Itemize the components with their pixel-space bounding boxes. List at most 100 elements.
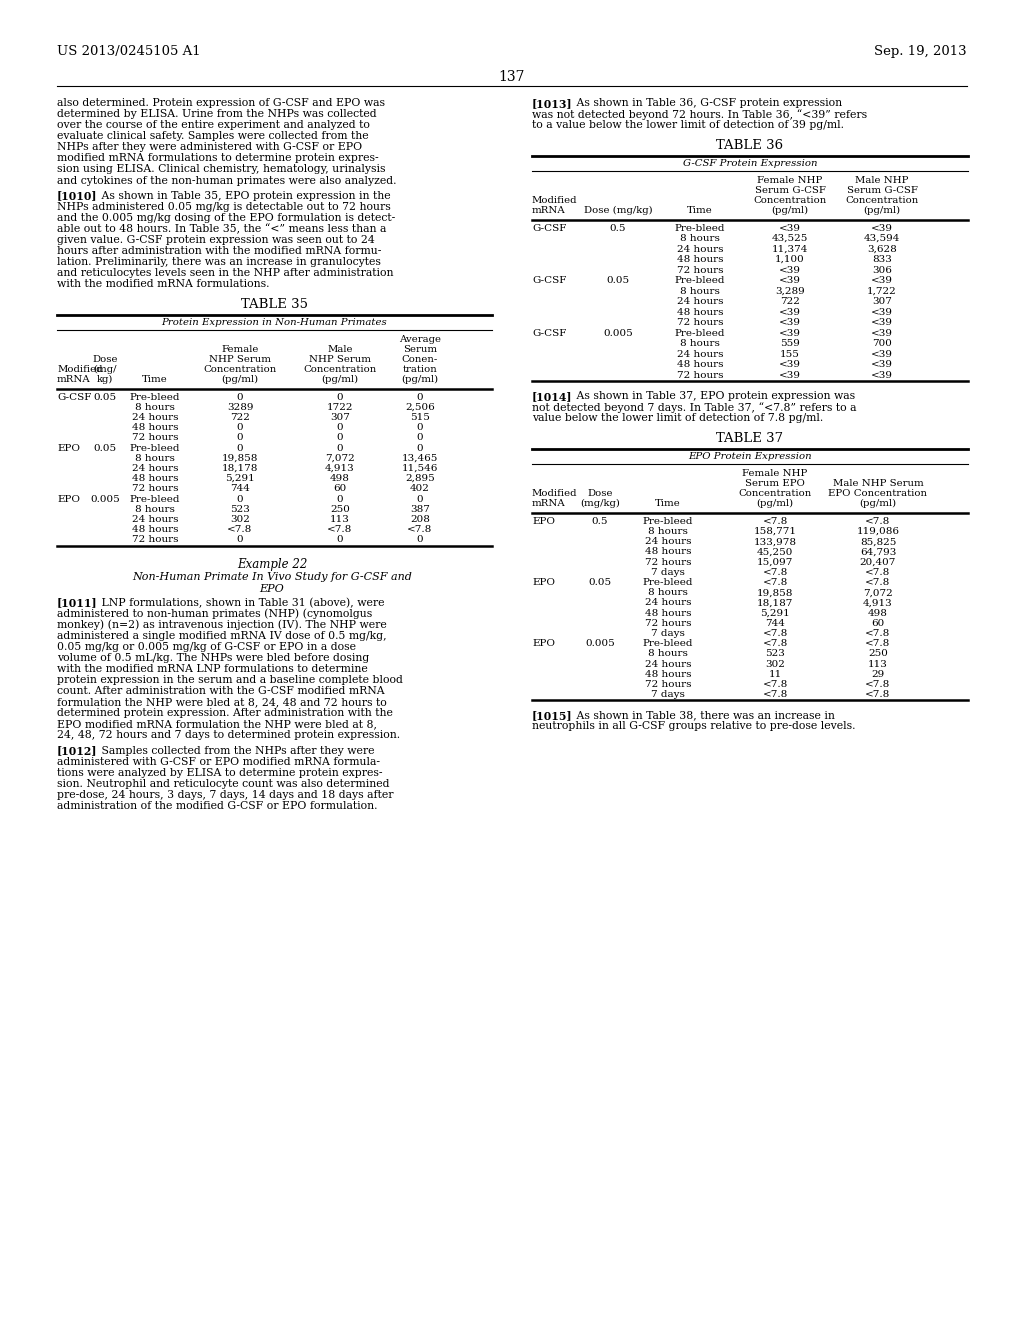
Text: and reticulocytes levels seen in the NHP after administration: and reticulocytes levels seen in the NHP… bbox=[57, 268, 393, 279]
Text: determined by ELISA. Urine from the NHPs was collected: determined by ELISA. Urine from the NHPs… bbox=[57, 110, 377, 119]
Text: (mg/kg): (mg/kg) bbox=[580, 499, 620, 508]
Text: 0: 0 bbox=[337, 536, 343, 544]
Text: <39: <39 bbox=[871, 350, 893, 359]
Text: sion. Neutrophil and reticulocyte count was also determined: sion. Neutrophil and reticulocyte count … bbox=[57, 779, 389, 789]
Text: 24 hours: 24 hours bbox=[645, 598, 691, 607]
Text: 8 hours: 8 hours bbox=[135, 403, 175, 412]
Text: (pg/ml): (pg/ml) bbox=[863, 206, 900, 215]
Text: over the course of the entire experiment and analyzed to: over the course of the entire experiment… bbox=[57, 120, 370, 131]
Text: 72 hours: 72 hours bbox=[132, 536, 178, 544]
Text: administered a single modified mRNA IV dose of 0.5 mg/kg,: administered a single modified mRNA IV d… bbox=[57, 631, 387, 640]
Text: 85,825: 85,825 bbox=[860, 537, 896, 546]
Text: <7.8: <7.8 bbox=[865, 578, 891, 587]
Text: 7 days: 7 days bbox=[651, 568, 685, 577]
Text: 307: 307 bbox=[330, 413, 350, 422]
Text: 8 hours: 8 hours bbox=[648, 649, 688, 659]
Text: 19,858: 19,858 bbox=[757, 589, 794, 597]
Text: EPO Protein Expression: EPO Protein Expression bbox=[688, 453, 812, 462]
Text: 72 hours: 72 hours bbox=[132, 484, 178, 494]
Text: EPO: EPO bbox=[57, 444, 80, 453]
Text: <39: <39 bbox=[779, 371, 801, 380]
Text: 0.05: 0.05 bbox=[606, 276, 630, 285]
Text: Pre-bleed: Pre-bleed bbox=[675, 276, 725, 285]
Text: determined protein expression. After administration with the: determined protein expression. After adm… bbox=[57, 709, 393, 718]
Text: <7.8: <7.8 bbox=[328, 525, 352, 535]
Text: 11: 11 bbox=[768, 669, 781, 678]
Text: and cytokines of the non-human primates were also analyzed.: and cytokines of the non-human primates … bbox=[57, 176, 396, 186]
Text: <39: <39 bbox=[871, 308, 893, 317]
Text: 0.5: 0.5 bbox=[609, 223, 627, 232]
Text: <39: <39 bbox=[779, 265, 801, 275]
Text: mRNA: mRNA bbox=[532, 206, 565, 215]
Text: [1013]: [1013] bbox=[532, 98, 572, 110]
Text: 0.005: 0.005 bbox=[585, 639, 614, 648]
Text: 250: 250 bbox=[330, 504, 350, 513]
Text: tration: tration bbox=[402, 364, 437, 374]
Text: EPO: EPO bbox=[260, 583, 285, 594]
Text: Pre-bleed: Pre-bleed bbox=[643, 517, 693, 525]
Text: 20,407: 20,407 bbox=[860, 557, 896, 566]
Text: 0.05: 0.05 bbox=[93, 444, 117, 453]
Text: 24, 48, 72 hours and 7 days to determined protein expression.: 24, 48, 72 hours and 7 days to determine… bbox=[57, 730, 400, 741]
Text: 0: 0 bbox=[417, 444, 423, 453]
Text: 48 hours: 48 hours bbox=[677, 308, 723, 317]
Text: <39: <39 bbox=[871, 329, 893, 338]
Text: 0: 0 bbox=[237, 433, 244, 442]
Text: 18,187: 18,187 bbox=[757, 598, 794, 607]
Text: Pre-bleed: Pre-bleed bbox=[130, 392, 180, 401]
Text: sion using ELISA. Clinical chemistry, hematology, urinalysis: sion using ELISA. Clinical chemistry, he… bbox=[57, 165, 385, 174]
Text: <7.8: <7.8 bbox=[865, 680, 891, 689]
Text: EPO: EPO bbox=[57, 495, 80, 503]
Text: <7.8: <7.8 bbox=[763, 690, 787, 700]
Text: 0.5: 0.5 bbox=[592, 517, 608, 525]
Text: Serum EPO: Serum EPO bbox=[745, 479, 805, 488]
Text: 7 days: 7 days bbox=[651, 690, 685, 700]
Text: TABLE 37: TABLE 37 bbox=[717, 433, 783, 445]
Text: 722: 722 bbox=[230, 413, 250, 422]
Text: <7.8: <7.8 bbox=[865, 517, 891, 525]
Text: NHPs after they were administered with G-CSF or EPO: NHPs after they were administered with G… bbox=[57, 143, 362, 152]
Text: also determined. Protein expression of G-CSF and EPO was: also determined. Protein expression of G… bbox=[57, 98, 385, 108]
Text: Average: Average bbox=[399, 335, 441, 345]
Text: with the modified mRNA formulations.: with the modified mRNA formulations. bbox=[57, 280, 269, 289]
Text: <7.8: <7.8 bbox=[763, 680, 787, 689]
Text: <39: <39 bbox=[871, 360, 893, 370]
Text: Male NHP: Male NHP bbox=[855, 177, 908, 185]
Text: <7.8: <7.8 bbox=[408, 525, 432, 535]
Text: 744: 744 bbox=[765, 619, 785, 628]
Text: [1010]: [1010] bbox=[57, 190, 97, 202]
Text: <7.8: <7.8 bbox=[763, 578, 787, 587]
Text: 43,525: 43,525 bbox=[772, 234, 808, 243]
Text: 48 hours: 48 hours bbox=[132, 474, 178, 483]
Text: Time: Time bbox=[687, 206, 713, 215]
Text: G-CSF: G-CSF bbox=[532, 223, 566, 232]
Text: 13,465: 13,465 bbox=[401, 454, 438, 463]
Text: 3289: 3289 bbox=[226, 403, 253, 412]
Text: G-CSF: G-CSF bbox=[532, 276, 566, 285]
Text: 48 hours: 48 hours bbox=[645, 609, 691, 618]
Text: 7,072: 7,072 bbox=[326, 454, 355, 463]
Text: 0.005: 0.005 bbox=[603, 329, 633, 338]
Text: 24 hours: 24 hours bbox=[132, 413, 178, 422]
Text: able out to 48 hours. In Table 35, the “<” means less than a: able out to 48 hours. In Table 35, the “… bbox=[57, 224, 386, 235]
Text: Non-Human Primate In Vivo Study for G-CSF and: Non-Human Primate In Vivo Study for G-CS… bbox=[132, 572, 412, 582]
Text: [1014]: [1014] bbox=[532, 391, 572, 403]
Text: G-CSF Protein Expression: G-CSF Protein Expression bbox=[683, 160, 817, 168]
Text: <7.8: <7.8 bbox=[763, 639, 787, 648]
Text: 250: 250 bbox=[868, 649, 888, 659]
Text: 0.05: 0.05 bbox=[93, 392, 117, 401]
Text: TABLE 36: TABLE 36 bbox=[717, 139, 783, 152]
Text: Samples collected from the NHPs after they were: Samples collected from the NHPs after th… bbox=[91, 746, 375, 755]
Text: (pg/ml): (pg/ml) bbox=[771, 206, 809, 215]
Text: 8 hours: 8 hours bbox=[648, 527, 688, 536]
Text: LNP formulations, shown in Table 31 (above), were: LNP formulations, shown in Table 31 (abo… bbox=[91, 598, 384, 609]
Text: 19,858: 19,858 bbox=[222, 454, 258, 463]
Text: Time: Time bbox=[655, 499, 681, 508]
Text: Pre-bleed: Pre-bleed bbox=[675, 223, 725, 232]
Text: Pre-bleed: Pre-bleed bbox=[643, 639, 693, 648]
Text: Serum: Serum bbox=[402, 345, 437, 354]
Text: <39: <39 bbox=[779, 308, 801, 317]
Text: <39: <39 bbox=[779, 329, 801, 338]
Text: administered to non-human primates (NHP) (cynomolgus: administered to non-human primates (NHP)… bbox=[57, 609, 373, 619]
Text: 1722: 1722 bbox=[327, 403, 353, 412]
